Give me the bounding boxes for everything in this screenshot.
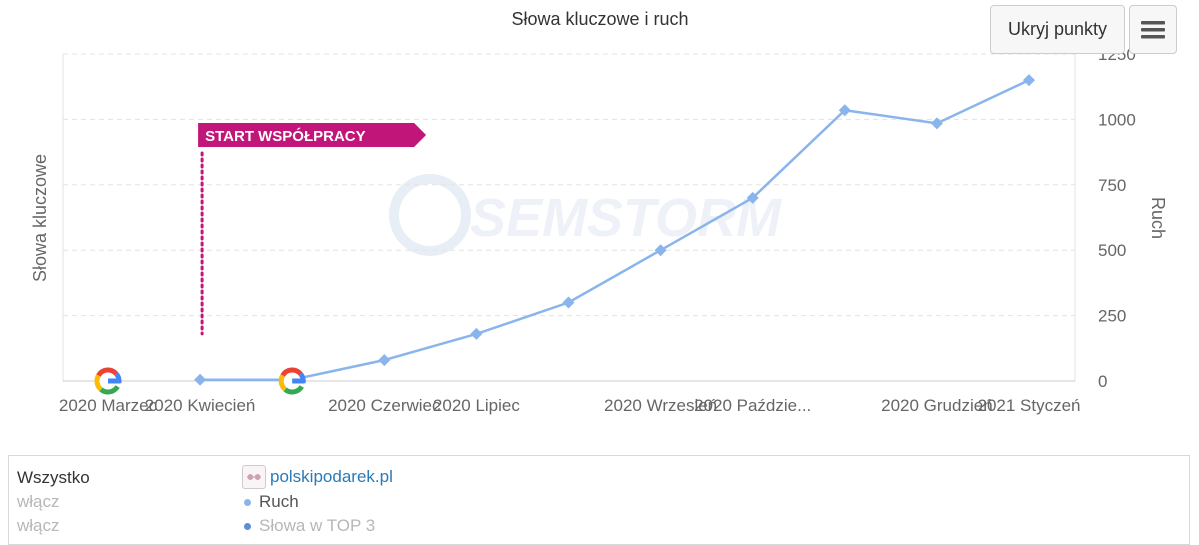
toggle-1[interactable]: włącz: [17, 492, 60, 511]
y-tick-label: 500: [1098, 241, 1126, 260]
semstorm-watermark: SEMSTORM: [389, 174, 782, 256]
chart-title: Słowa kluczowe i ruch: [511, 9, 688, 29]
all-label: Wszystko: [17, 468, 90, 487]
site-link[interactable]: polskipodarek.pl: [270, 467, 393, 486]
chart-menu-button[interactable]: [1129, 5, 1177, 54]
y-tick-label: 250: [1098, 307, 1126, 326]
legend-label-top3: Słowa w TOP 3: [259, 516, 376, 535]
site-row: polskipodarek.pl: [242, 464, 393, 490]
y-axis-right-label: Ruch: [1148, 197, 1168, 239]
x-tick-label: 2020 Paździe...: [694, 396, 811, 415]
data-point: [930, 117, 943, 130]
data-point: [654, 244, 667, 257]
series-ruch[interactable]: [194, 74, 1035, 386]
legend-panel: Wszystko włącz włącz polskipodarek.pl Ru…: [8, 455, 1190, 545]
grid-lines: [62, 53, 1076, 381]
legend-item-ruch[interactable]: Ruch: [242, 490, 393, 514]
site-favicon-icon: [242, 465, 266, 489]
series-column: polskipodarek.pl Ruch Słowa w TOP 3: [242, 464, 393, 538]
y-tick-label: 0: [1098, 372, 1107, 391]
legend-label-ruch: Ruch: [259, 492, 299, 511]
hide-points-label: Ukryj punkty: [1007, 19, 1108, 39]
data-point: [378, 354, 391, 367]
x-tick-label: 2020 Czerwiec: [328, 396, 441, 415]
chart: SEMSTORM Słowa kluczowe i ruch Słowa klu…: [30, 9, 1168, 415]
data-point: [838, 104, 851, 117]
google-update-markers[interactable]: [94, 367, 306, 395]
watermark-text: SEMSTORM: [470, 188, 782, 248]
hide-points-button[interactable]: Ukryj punkty: [990, 5, 1125, 54]
y-tick-label: 750: [1098, 176, 1126, 195]
data-point: [1023, 74, 1035, 87]
toggle-column: Wszystko włącz włącz: [17, 466, 90, 538]
start-cooperation-flag: [198, 123, 427, 147]
start-cooperation-annotation: START WSPÓŁPRACY: [198, 123, 427, 336]
x-tick-label: 2020 Grudzień: [881, 396, 993, 415]
google-icon: [94, 367, 122, 395]
data-point: [194, 373, 207, 386]
google-icon: [278, 367, 306, 395]
start-cooperation-label: START WSPÓŁPRACY: [205, 127, 366, 145]
legend-dot-ruch: [244, 498, 251, 506]
data-point: [562, 296, 575, 309]
hamburger-icon: [1141, 20, 1165, 38]
y-tick-label: 1000: [1098, 110, 1136, 129]
x-tick-label: 2020 Wrzesień: [604, 396, 717, 415]
x-tick-label: 2020 Kwiecień: [145, 396, 256, 415]
x-tick-label: 2020 Lipiec: [433, 396, 520, 415]
y-axis-left-label: Słowa kluczowe: [30, 154, 50, 282]
legend-item-top3[interactable]: Słowa w TOP 3: [242, 514, 393, 538]
data-point: [746, 191, 759, 204]
series-line-ruch: [200, 79, 1030, 381]
x-tick-label: 2021 Styczeń: [977, 396, 1080, 415]
x-tick-label: 2020 Marzec: [59, 396, 158, 415]
data-point: [470, 327, 483, 340]
toggle-2[interactable]: włącz: [17, 516, 60, 535]
legend-dot-top3: [244, 522, 251, 530]
